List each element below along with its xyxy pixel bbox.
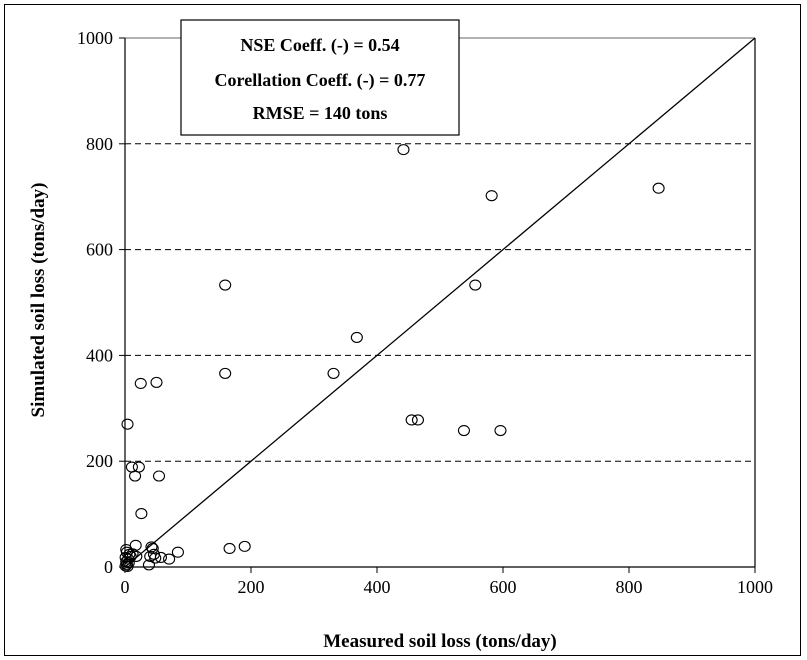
nse-annotation: NSE Coeff. (-) = 0.54 — [240, 35, 399, 56]
data-point — [142, 559, 155, 571]
y-tick-label-1000: 1000 — [77, 28, 113, 48]
data-point — [122, 557, 135, 569]
data-point — [457, 424, 470, 437]
data-point — [411, 414, 425, 426]
data-point — [219, 367, 232, 379]
data-point — [130, 550, 143, 562]
one-to-one-line — [124, 37, 756, 568]
y-tick-label-200: 200 — [86, 451, 113, 471]
data-points — [119, 144, 665, 573]
y-tick-label-800: 800 — [86, 134, 113, 154]
data-point — [171, 546, 184, 558]
x-tick-label-400: 400 — [364, 577, 391, 597]
data-point — [152, 470, 166, 482]
data-point — [219, 279, 232, 291]
data-point — [134, 377, 147, 389]
correlation-annotation: Corellation Coeff. (-) = 0.77 — [215, 70, 426, 91]
data-point — [154, 551, 167, 564]
data-point — [129, 470, 142, 482]
rmse-annotation: RMSE = 140 tons — [253, 103, 388, 123]
x-tick-label-0: 0 — [121, 577, 130, 597]
data-point — [652, 182, 665, 194]
x-axis-title: Measured soil loss (tons/day) — [323, 631, 556, 652]
y-tick-label-400: 400 — [86, 345, 113, 365]
data-point — [405, 414, 418, 426]
y-tick-label-0: 0 — [104, 557, 113, 577]
data-point — [149, 552, 162, 564]
x-tick-label-1000: 1000 — [737, 577, 773, 597]
data-point — [485, 190, 498, 202]
data-point — [163, 553, 176, 565]
stats-box-border — [180, 19, 460, 136]
data-point — [469, 279, 482, 291]
data-point — [327, 367, 340, 379]
data-point — [238, 540, 251, 552]
x-tick-label-800: 800 — [616, 577, 643, 597]
data-point — [397, 144, 410, 156]
stats-annotation-box: NSE Coeff. (-) = 0.54 Corellation Coeff.… — [180, 19, 460, 136]
data-point — [223, 542, 236, 555]
y-axis-title: Simulated soil loss (tons/day) — [28, 183, 49, 418]
data-point — [350, 331, 363, 343]
x-tick-label-600: 600 — [490, 577, 517, 597]
data-point — [122, 553, 135, 565]
x-tick-label-200: 200 — [238, 577, 265, 597]
x-tick-labels: 0 200 400 600 800 1000 — [121, 577, 774, 597]
data-point — [494, 424, 507, 437]
data-point — [150, 376, 163, 388]
y-tick-label-600: 600 — [86, 240, 113, 260]
data-point — [121, 418, 134, 430]
y-tick-labels: 0 200 400 600 800 1000 — [77, 28, 113, 577]
data-point — [135, 508, 148, 520]
